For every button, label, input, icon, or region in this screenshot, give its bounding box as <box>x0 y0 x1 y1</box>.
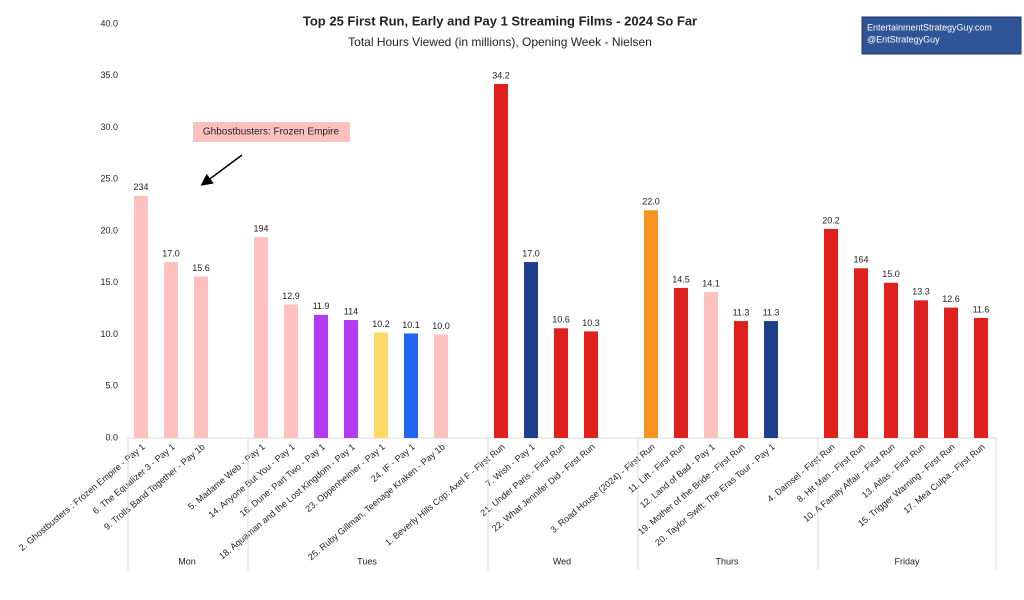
value-label: 34.2 <box>492 70 510 80</box>
value-label: 10.6 <box>552 315 570 325</box>
annotation: Ghbostbusters: Frozen Empire <box>203 127 340 138</box>
value-label: 17.0 <box>522 248 540 258</box>
group-label: Friday <box>894 556 920 566</box>
bar <box>674 287 688 438</box>
bar <box>284 304 298 438</box>
chart-subtitle: Total Hours Viewed (in millions), Openin… <box>348 35 652 49</box>
value-label: 15.6 <box>192 263 210 273</box>
x-tick-label: 3. Road House (2024) - First Run <box>548 442 656 535</box>
value-label: 12.6 <box>942 294 960 304</box>
bar <box>194 276 208 438</box>
value-label: 11.3 <box>733 307 750 317</box>
bar <box>524 262 538 438</box>
y-tick-label: 25.0 <box>100 174 118 184</box>
y-tick-label: 10.0 <box>100 329 118 339</box>
bar <box>734 321 748 438</box>
x-tick-label: 25. Ruby Gillman, Teenage Kraken - Pay 1… <box>306 442 447 562</box>
bar <box>374 332 388 438</box>
y-tick-label: 0.0 <box>105 432 118 442</box>
bar <box>974 317 988 438</box>
value-label: 164 <box>853 255 868 265</box>
bar <box>644 210 658 438</box>
bar <box>704 292 718 438</box>
credit-box <box>861 16 1022 55</box>
value-label: 10.1 <box>402 320 420 330</box>
y-tick-label: 40.0 <box>100 18 118 28</box>
bar <box>584 331 598 438</box>
y-tick-label: 30.0 <box>100 122 118 132</box>
bar <box>824 228 838 438</box>
value-label: 13.3 <box>912 287 930 297</box>
credit-site: EntertainmentStrategyGuy.com <box>867 22 992 32</box>
bar <box>314 314 328 438</box>
annotation-arrow <box>200 154 243 186</box>
credit-handle: @EntStrategyGuy <box>867 34 940 44</box>
bar <box>884 282 898 438</box>
value-label: 11.3 <box>763 307 780 317</box>
value-label: 11.9 <box>313 301 330 311</box>
y-tick-label: 15.0 <box>100 277 118 287</box>
bar <box>344 320 358 438</box>
bar <box>254 237 268 438</box>
group-label: Wed <box>553 556 571 566</box>
value-label: 10.3 <box>582 318 600 328</box>
bar <box>494 84 508 438</box>
bar <box>764 321 778 438</box>
value-label: 194 <box>253 224 268 234</box>
value-label: 20.2 <box>822 215 840 225</box>
annotation-box <box>193 122 350 142</box>
group-label: Mon <box>178 556 196 566</box>
value-label: 15.0 <box>882 269 900 279</box>
bar <box>944 307 958 438</box>
value-label: 234 <box>133 182 148 192</box>
group-label: Thurs <box>715 556 739 566</box>
bar <box>134 195 148 438</box>
group-label: Tues <box>357 556 377 566</box>
bar <box>404 333 418 438</box>
value-label: 22.0 <box>642 197 660 207</box>
value-label: 11.6 <box>973 304 990 314</box>
chart-title: Top 25 First Run, Early and Pay 1 Stream… <box>303 13 697 28</box>
value-label: 17.0 <box>162 248 180 258</box>
bar <box>164 262 178 438</box>
x-tick-label: 2. Ghostbusters : Frozen Empire - Pay 1 <box>17 442 147 553</box>
bar <box>554 328 568 438</box>
value-label: 14.1 <box>702 278 720 288</box>
y-tick-label: 5.0 <box>105 381 118 391</box>
value-label: 114 <box>344 306 358 316</box>
bar <box>914 300 928 438</box>
y-tick-label: 20.0 <box>100 225 118 235</box>
y-tick-label: 35.0 <box>100 70 118 80</box>
value-label: 10.0 <box>432 321 450 331</box>
value-label: 10.2 <box>372 319 390 329</box>
value-label: 12.9 <box>282 291 300 301</box>
bar <box>434 334 448 438</box>
bar <box>854 268 868 438</box>
value-label: 14.5 <box>672 274 690 284</box>
